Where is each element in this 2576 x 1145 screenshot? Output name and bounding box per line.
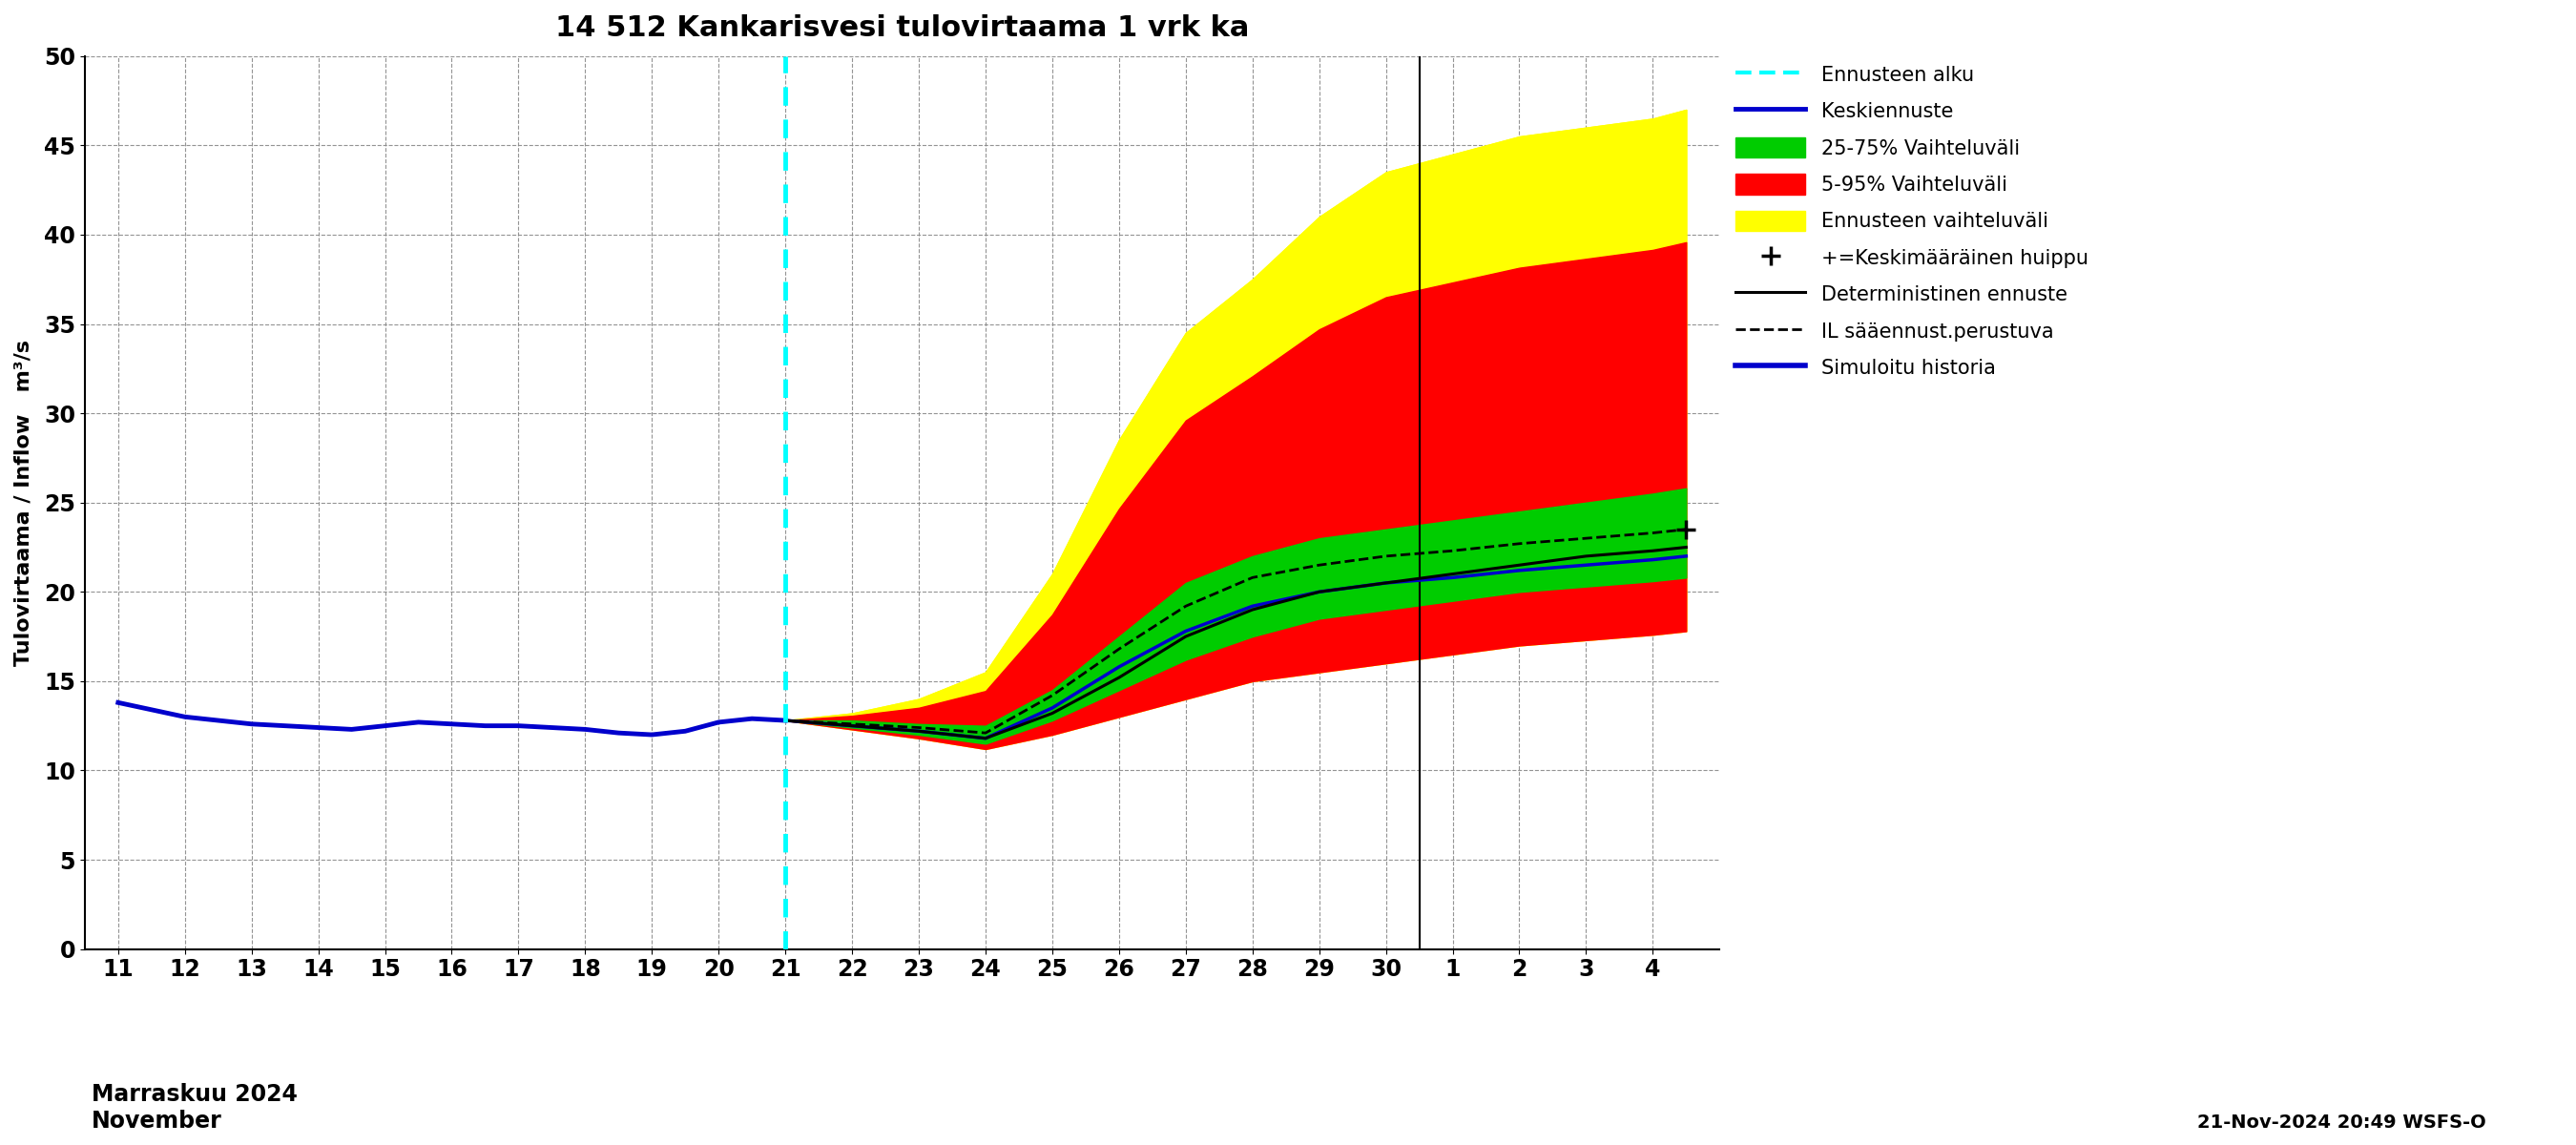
Text: Marraskuu 2024
November: Marraskuu 2024 November: [90, 1083, 296, 1132]
Title: 14 512 Kankarisvesi tulovirtaama 1 vrk ka: 14 512 Kankarisvesi tulovirtaama 1 vrk k…: [556, 14, 1249, 42]
Text: 21-Nov-2024 20:49 WSFS-O: 21-Nov-2024 20:49 WSFS-O: [2197, 1113, 2486, 1131]
Y-axis label: Tulovirtaama / Inflow   m³/s: Tulovirtaama / Inflow m³/s: [15, 339, 33, 665]
Legend: Ennusteen alku, Keskiennuste, 25-75% Vaihteluväli, 5-95% Vaihteluväli, Ennusteen: Ennusteen alku, Keskiennuste, 25-75% Vai…: [1728, 56, 2097, 386]
